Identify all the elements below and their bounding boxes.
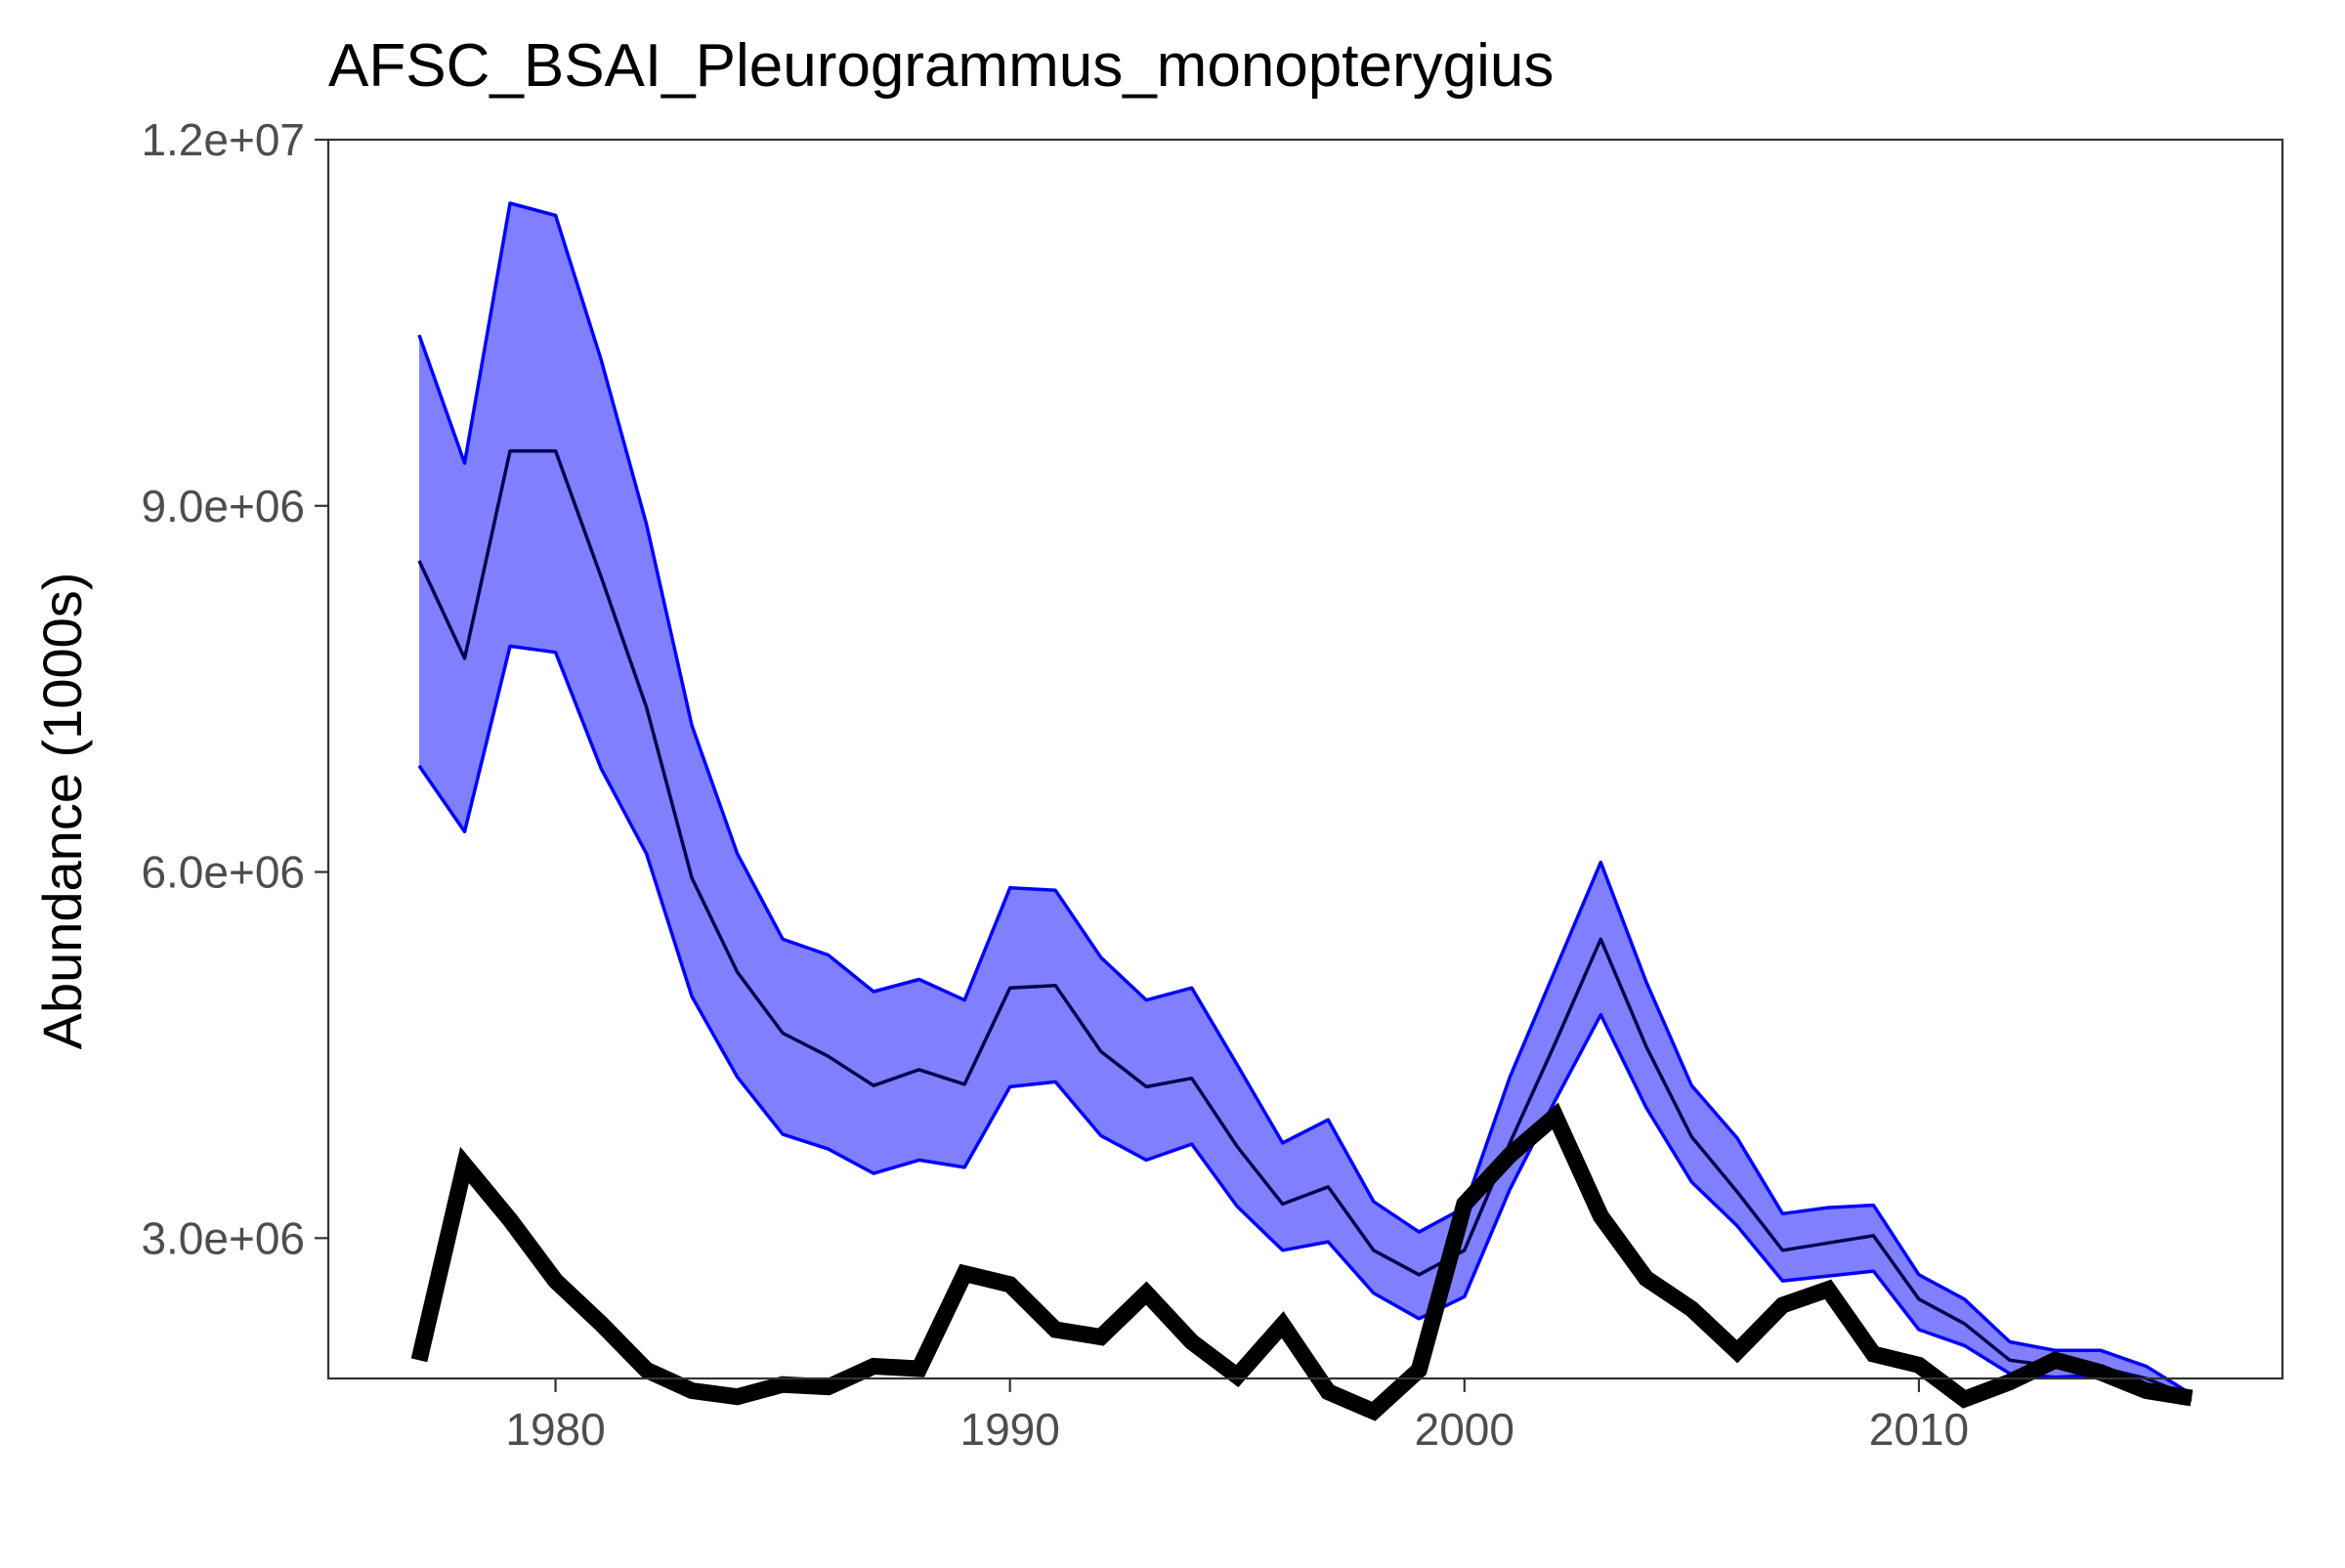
confidence-band — [419, 203, 2192, 1401]
observed-line — [410, 1102, 2194, 1421]
y-axis-label: Abundance (1000s) — [31, 572, 93, 1050]
y-tick-label: 9.0e+06 — [141, 481, 305, 531]
y-tick-label: 1.2e+07 — [141, 114, 305, 165]
x-tick-label: 1990 — [960, 1404, 1060, 1455]
plot-panel-border — [326, 138, 2284, 1380]
y-tick-label: 6.0e+06 — [141, 847, 305, 898]
chart-title: AFSC_BSAI_Pleurogrammus_monopterygius — [328, 32, 1554, 100]
confidence-band-layer — [417, 201, 2193, 1403]
x-axis: 1980 1990 2000 2010 — [505, 1378, 1969, 1455]
x-tick-label: 1980 — [505, 1404, 605, 1455]
median-line — [417, 448, 2193, 1399]
x-tick-label: 2010 — [1869, 1404, 1969, 1455]
x-tick-label: 2000 — [1415, 1404, 1514, 1455]
lower-bound-line — [417, 644, 2193, 1403]
series-line-layer — [410, 448, 2194, 1421]
upper-bound-line — [417, 201, 2193, 1396]
y-axis: 3.0e+06 6.0e+06 9.0e+06 1.2e+07 — [141, 114, 328, 1263]
y-tick-label: 3.0e+06 — [141, 1212, 305, 1263]
